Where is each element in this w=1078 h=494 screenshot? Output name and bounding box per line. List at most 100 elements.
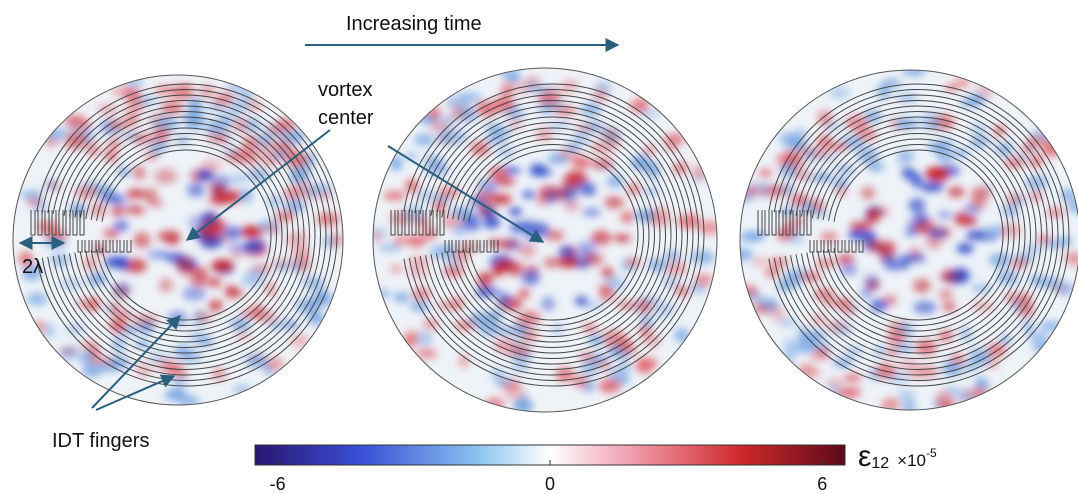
field-blob	[599, 379, 621, 393]
field-blob	[604, 196, 623, 208]
exponent: -5	[926, 446, 937, 460]
field-blob	[264, 225, 282, 234]
field-blob	[59, 346, 80, 359]
field-blob	[230, 173, 247, 184]
figure: Increasing time vortex center 2λ IDT fin…	[0, 0, 1078, 494]
colorbar-label: ε12×10-5	[858, 440, 937, 473]
field-blob	[491, 194, 512, 205]
field-blob	[296, 256, 311, 271]
field-blob	[581, 187, 597, 195]
field-blob	[867, 239, 882, 252]
field-blob	[406, 235, 426, 247]
field-blob	[541, 296, 556, 311]
field-blob	[242, 271, 264, 287]
field-blob	[863, 274, 880, 289]
field-blob	[749, 304, 770, 315]
field-blob	[582, 208, 601, 217]
field-blob	[182, 286, 206, 300]
field-blob	[970, 387, 989, 401]
field-blob	[665, 251, 680, 260]
field-blob	[915, 212, 929, 223]
field-blob	[731, 248, 754, 260]
field-blob	[485, 124, 503, 133]
field-blob	[133, 232, 150, 248]
field-blob	[518, 289, 530, 299]
field-blob	[225, 288, 245, 298]
field-blob	[159, 278, 173, 292]
field-blob	[796, 326, 809, 341]
field-blob	[224, 226, 243, 239]
field-blob	[227, 80, 246, 94]
field-blob	[211, 259, 234, 272]
field-blob	[240, 225, 263, 238]
field-blob	[956, 243, 973, 254]
tick-label: 0	[545, 474, 555, 494]
field-blob	[843, 374, 862, 382]
field-blob	[620, 343, 637, 353]
field-blob	[948, 186, 965, 197]
field-blob	[621, 211, 634, 224]
vortex-label: center	[318, 107, 374, 129]
simulation-panels	[13, 64, 1078, 415]
field-blob	[953, 149, 969, 157]
subscript: 12	[871, 455, 889, 472]
field-blob	[1025, 331, 1049, 341]
field-blob	[370, 232, 382, 242]
field-blob	[776, 283, 794, 291]
field-blob	[954, 212, 967, 226]
tick-label: 6	[817, 474, 827, 494]
field-blob	[896, 151, 909, 167]
field-blob	[154, 168, 177, 184]
field-blob	[530, 163, 547, 175]
field-blob	[187, 182, 205, 197]
field-blob	[584, 253, 604, 266]
field-blob	[498, 327, 517, 335]
field-blob	[190, 274, 210, 286]
field-blob	[913, 278, 931, 293]
field-blob	[179, 395, 200, 408]
field-blob	[389, 265, 403, 274]
field-blob	[478, 179, 498, 193]
field-blob	[860, 289, 872, 297]
field-blob	[483, 216, 500, 229]
field-blob	[926, 167, 950, 183]
field-blob	[378, 243, 402, 252]
field-blob	[955, 78, 971, 87]
field-blob	[937, 210, 953, 220]
field-blob	[971, 124, 986, 134]
field-blob	[197, 169, 214, 181]
field-blob	[989, 225, 1006, 234]
field-blob	[674, 328, 690, 343]
field-blob	[552, 322, 564, 335]
vortex-label: vortex	[318, 79, 372, 101]
field-blob	[699, 221, 721, 235]
tick-label: -6	[270, 474, 286, 494]
field-blob	[234, 332, 252, 341]
field-blob	[477, 272, 492, 286]
field-blob	[292, 245, 310, 257]
field-blob	[126, 205, 145, 215]
field-blob	[419, 135, 437, 145]
field-blob	[867, 161, 885, 172]
field-blob	[598, 284, 611, 292]
field-blob	[1040, 321, 1063, 331]
field-blob	[126, 189, 145, 198]
field-blob	[112, 322, 126, 332]
field-blob	[779, 132, 799, 142]
field-blob	[594, 81, 611, 94]
field-blob	[458, 354, 470, 368]
field-blob	[424, 155, 442, 166]
field-blob	[661, 276, 678, 287]
field-blob	[507, 73, 520, 83]
field-blob	[939, 288, 953, 301]
field-blob	[290, 333, 310, 348]
field-blob	[565, 170, 587, 184]
scale: ×10	[897, 451, 926, 470]
field-blob	[561, 186, 578, 201]
field-blob	[1041, 141, 1062, 157]
field-blob	[393, 292, 410, 303]
field-blob	[908, 198, 925, 213]
field-blob	[919, 112, 941, 128]
field-blob	[509, 207, 522, 216]
field-blob	[840, 263, 857, 275]
